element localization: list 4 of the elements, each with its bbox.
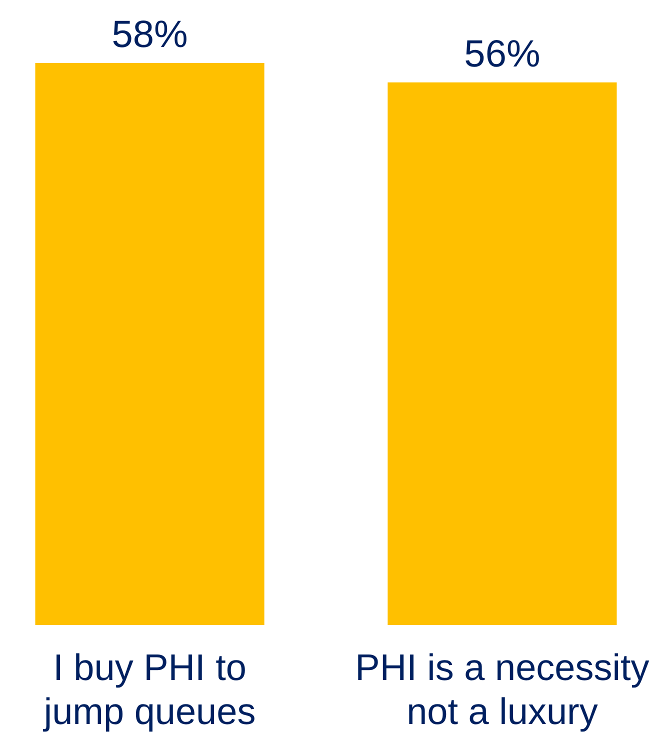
x-tick-label: PHI is a necessity not a luxury <box>355 647 650 732</box>
data-label: 58% <box>112 14 188 56</box>
x-tick-label: I buy PHI to jump queues <box>42 647 256 732</box>
data-label: 56% <box>464 33 540 76</box>
